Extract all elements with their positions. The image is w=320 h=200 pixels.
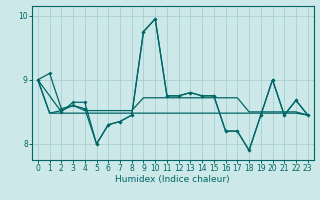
X-axis label: Humidex (Indice chaleur): Humidex (Indice chaleur) xyxy=(116,175,230,184)
